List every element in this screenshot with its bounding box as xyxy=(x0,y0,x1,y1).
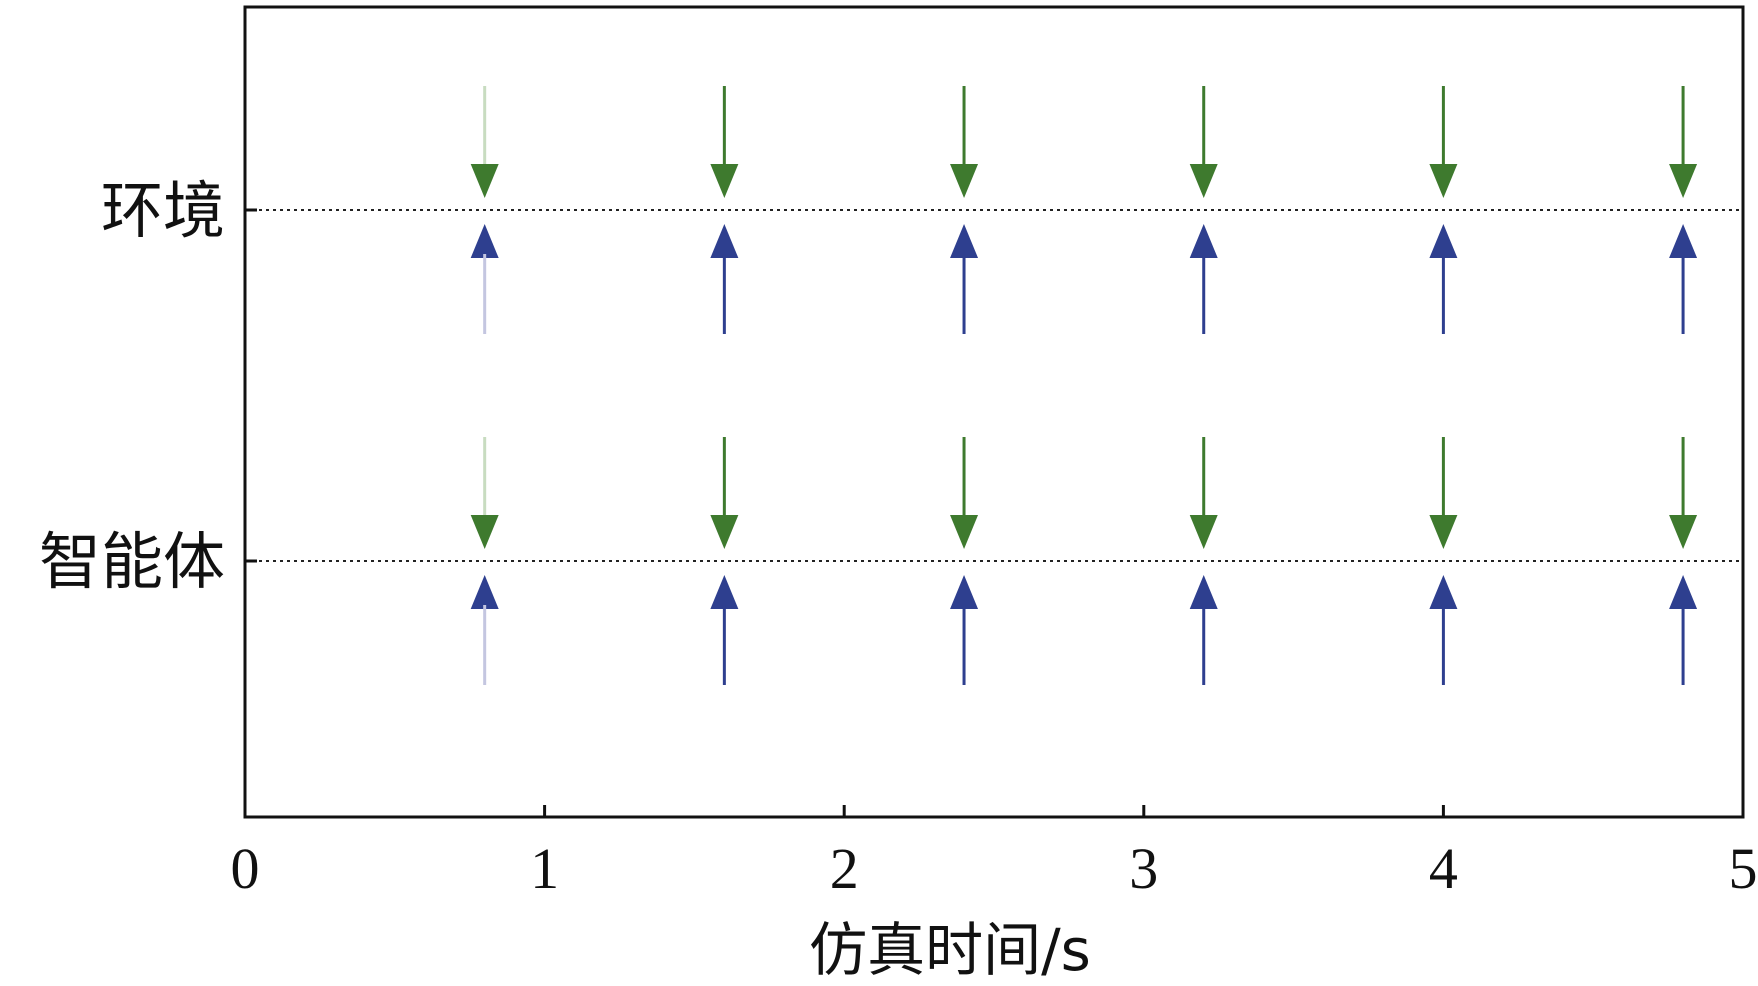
x-tick-label: 1 xyxy=(530,836,559,901)
up-arrow-head xyxy=(1189,224,1218,258)
down-arrow-head xyxy=(950,515,979,549)
down-arrow-head xyxy=(1189,164,1218,198)
down-arrow-head xyxy=(1189,515,1218,549)
down-arrow-head xyxy=(1669,164,1698,198)
event-arrows xyxy=(470,86,1698,685)
down-arrow-head xyxy=(710,164,739,198)
up-arrow-head xyxy=(1429,575,1458,609)
down-arrow-head xyxy=(1429,164,1458,198)
x-tick-label: 3 xyxy=(1129,836,1158,901)
up-arrow-head xyxy=(950,224,979,258)
category-label: 智能体 xyxy=(39,525,225,598)
down-arrow-head xyxy=(1669,515,1698,549)
x-tick-label: 5 xyxy=(1729,836,1758,901)
x-tick-label: 0 xyxy=(231,836,260,901)
x-axis-ticks xyxy=(243,805,1745,817)
up-arrow-head xyxy=(1669,575,1698,609)
down-arrow-head xyxy=(470,515,499,549)
category-label: 环境 xyxy=(101,174,225,247)
up-arrow-head xyxy=(950,575,979,609)
x-tick-label: 4 xyxy=(1429,836,1458,901)
up-arrow-head xyxy=(710,224,739,258)
down-arrow-head xyxy=(1429,515,1458,549)
up-arrow-head xyxy=(470,575,499,609)
down-arrow-head xyxy=(470,164,499,198)
down-arrow-head xyxy=(710,515,739,549)
up-arrow-head xyxy=(1669,224,1698,258)
x-tick-label: 2 xyxy=(830,836,859,901)
up-arrow-head xyxy=(470,224,499,258)
up-arrow-head xyxy=(1189,575,1218,609)
up-arrow-head xyxy=(710,575,739,609)
reference-lines xyxy=(245,208,1743,563)
x-axis-tick-labels: 0 1 2 3 4 5 xyxy=(231,836,1758,901)
up-arrow-head xyxy=(1429,224,1458,258)
plot-frame xyxy=(243,5,1745,819)
x-axis-title: 仿真时间/s xyxy=(809,916,1091,984)
down-arrow-head xyxy=(950,164,979,198)
